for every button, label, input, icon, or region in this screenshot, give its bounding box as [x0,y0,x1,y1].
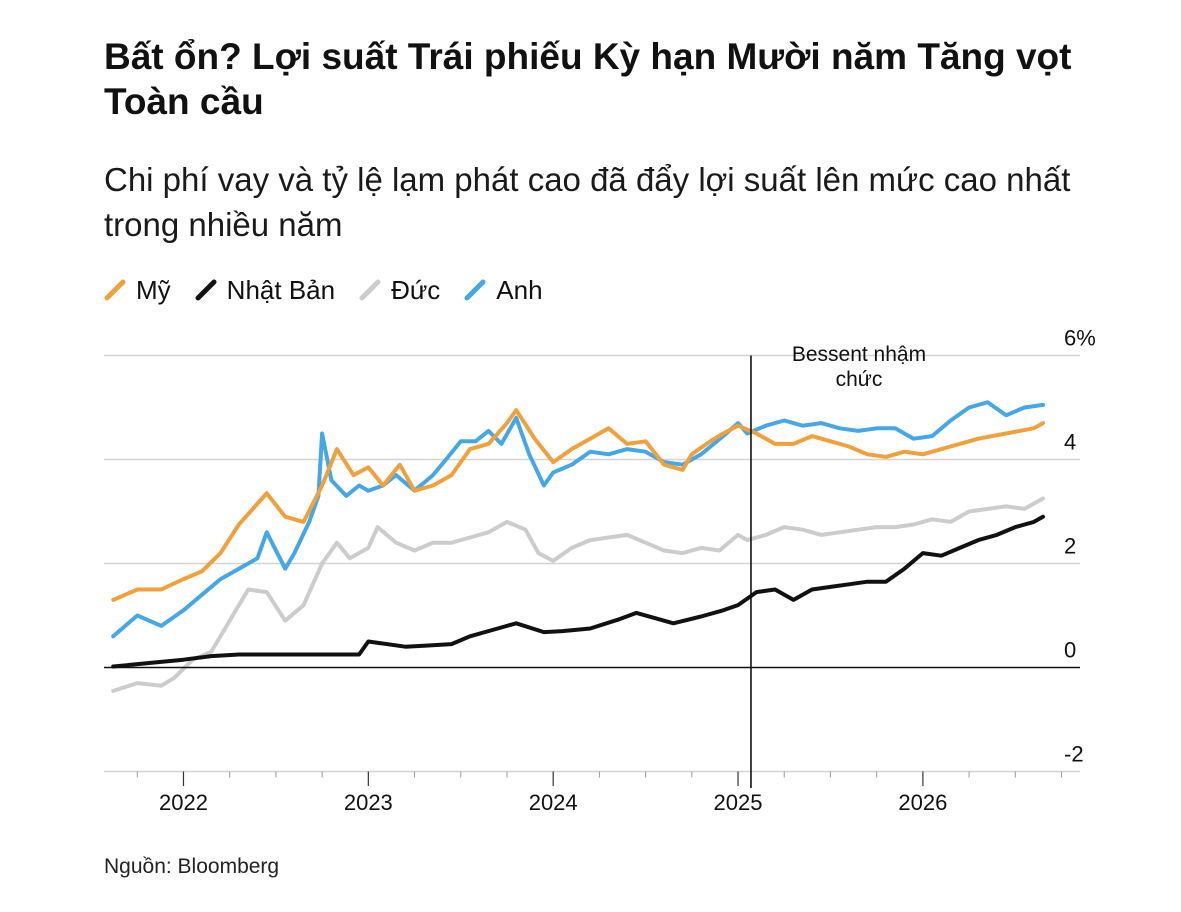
legend-item-my: Mỹ [104,275,171,306]
y-tick-label: 6% [1064,326,1096,351]
annotation-label: chức [836,368,883,391]
legend-item-nhat-ban: Nhật Bản [195,275,335,306]
y-tick-label: 0 [1064,638,1076,663]
legend-swatch [464,279,486,301]
x-tick-label: 2023 [344,790,393,815]
legend-label: Mỹ [136,274,171,305]
legend-label: Đức [391,274,441,305]
legend: Mỹ Nhật Bản Đức Anh [104,272,567,308]
chart-title: Bất ổn? Lợi suất Trái phiếu Kỳ hạn Mười … [104,36,1072,122]
series-line-my [111,408,1045,602]
legend-item-anh: Anh [464,274,543,306]
series-line-anh [111,400,1045,639]
legend-label: Anh [496,274,543,305]
y-tick-label: -2 [1064,742,1084,767]
x-tick-label: 2025 [714,790,763,815]
x-tick-label: 2024 [529,790,578,815]
y-tick-label: 2 [1064,534,1076,559]
legend-swatch [195,279,217,301]
y-tick-label: 4 [1064,430,1076,455]
legend-swatch [104,279,126,301]
x-tick-label: 2022 [159,790,208,815]
chart-subtitle: Chi phí vay và tỷ lệ lạm phát cao đã đẩy… [104,161,1071,243]
chart-plot: 6% 4 2 0 -2 2022 2023 2024 2025 2026 Bessent nhậmc… [104,326,1096,815]
series-line-nhat-ban [111,514,1045,669]
source-note: Nguồn: Bloomberg [104,855,280,878]
series-line-duc [111,496,1045,693]
legend-item-duc: Đức [359,275,440,306]
legend-label: Nhật Bản [226,274,336,305]
legend-swatch [359,279,381,301]
x-tick-label: 2026 [898,790,947,815]
annotation-label: Bessent nhậm [792,343,926,366]
